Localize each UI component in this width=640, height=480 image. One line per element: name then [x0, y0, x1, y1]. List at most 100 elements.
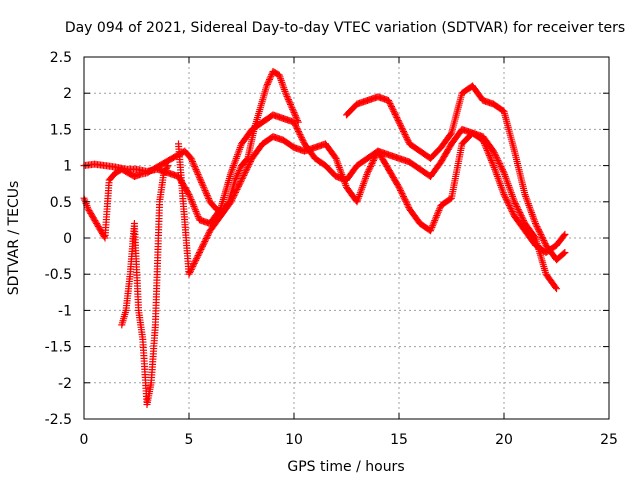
data-point [511, 198, 518, 206]
data-point [245, 161, 253, 169]
data-point [235, 181, 243, 189]
data-point [433, 212, 441, 220]
data-point [230, 192, 238, 200]
data-point [447, 130, 455, 138]
data-point [484, 148, 492, 156]
data-point [164, 162, 172, 170]
data-point [231, 176, 239, 184]
y-tick-label: -1.5 [45, 340, 72, 356]
data-point [188, 264, 196, 272]
data-point [100, 233, 108, 241]
data-point [229, 195, 236, 203]
data-point [239, 173, 247, 181]
data-point [495, 158, 503, 166]
data-point [191, 164, 199, 172]
data-point [536, 229, 544, 237]
data-point [502, 195, 510, 203]
data-point [204, 193, 212, 201]
x-tick-label: 20 [495, 432, 513, 448]
data-point [229, 193, 237, 201]
data-point [514, 206, 522, 214]
y-tick-label: 2 [63, 86, 72, 102]
data-point [241, 170, 248, 178]
data-point [517, 210, 524, 218]
data-point [291, 110, 299, 118]
data-point [532, 220, 539, 228]
data-point [231, 190, 239, 198]
data-point [509, 209, 517, 217]
data-point [395, 183, 403, 191]
data-point [198, 180, 206, 188]
data-point [237, 178, 245, 186]
y-tick-label: -2.5 [45, 412, 72, 428]
y-tick-label: -1 [58, 303, 72, 319]
data-point [199, 182, 207, 190]
data-point [264, 79, 272, 87]
data-point [531, 233, 539, 241]
data-point [291, 112, 299, 120]
data-point [193, 167, 201, 175]
data-point [386, 100, 394, 108]
data-point [185, 270, 193, 278]
data-point [287, 100, 294, 108]
data-point [404, 202, 412, 210]
data-point [385, 98, 393, 106]
data-point [367, 161, 375, 169]
data-point [490, 147, 497, 155]
data-point [505, 201, 513, 209]
data-point [401, 196, 409, 204]
data-point [284, 96, 292, 104]
x-tick-label: 15 [390, 432, 408, 448]
data-point [400, 194, 408, 202]
data-point [196, 247, 204, 255]
data-point [506, 203, 514, 211]
data-point [246, 159, 254, 167]
data-point [432, 213, 440, 221]
data-point [497, 163, 505, 171]
data-point [289, 107, 297, 115]
data-point [187, 196, 195, 204]
data-point [284, 94, 292, 102]
data-point [201, 187, 209, 195]
data-point [288, 104, 296, 112]
data-point [267, 72, 275, 80]
data-point [193, 209, 201, 217]
data-point [201, 238, 209, 246]
data-point [487, 157, 495, 165]
data-point [299, 137, 307, 145]
data-point [186, 194, 194, 202]
data-point [290, 109, 298, 117]
data-point [190, 259, 198, 267]
data-point [397, 121, 404, 129]
data-point [163, 163, 171, 171]
data-point [494, 156, 502, 164]
data-point [188, 197, 196, 205]
data-point [190, 161, 198, 169]
data-point [370, 156, 377, 164]
data-point [537, 230, 545, 238]
data-point [294, 126, 302, 134]
data-point [194, 252, 202, 260]
data-point [293, 124, 301, 132]
data-point [263, 82, 271, 90]
data-point [393, 114, 401, 122]
data-point [191, 206, 199, 214]
data-point [428, 223, 436, 231]
data-point [202, 236, 209, 244]
data-point [560, 249, 568, 257]
data-point [403, 134, 410, 142]
data-point [298, 134, 305, 142]
y-tick-label: 0 [63, 231, 72, 247]
data-point [389, 106, 397, 114]
data-point [501, 192, 509, 200]
data-point [199, 242, 206, 250]
data-point [520, 216, 527, 224]
data-point [241, 168, 249, 176]
data-point [370, 155, 378, 163]
data-point [515, 207, 523, 215]
data-point [197, 177, 205, 185]
data-point [228, 196, 236, 204]
data-point [266, 74, 274, 82]
data-point [195, 250, 203, 258]
x-tick-label: 10 [285, 432, 303, 448]
